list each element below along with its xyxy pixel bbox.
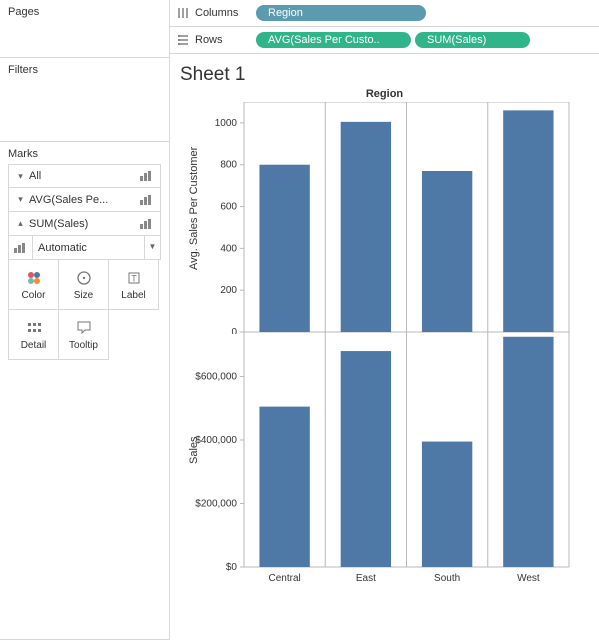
svg-text:East: East: [356, 573, 376, 584]
mark-type-dropdown-icon[interactable]: ▼: [144, 236, 160, 259]
pages-shelf[interactable]: Pages: [0, 0, 169, 58]
bar-West[interactable]: [503, 337, 553, 567]
mark-btn-label: Label: [121, 290, 145, 301]
filters-shelf[interactable]: Filters: [0, 58, 169, 142]
mark-type-label: Automatic: [33, 242, 144, 254]
svg-text:West: West: [517, 573, 540, 584]
marks-row-2[interactable]: ▴SUM(Sales): [8, 212, 161, 236]
bar-chart-icon: [140, 171, 154, 181]
chevron-down-icon: ▾: [15, 171, 26, 182]
marks-card: Marks ▾All▾AVG(Sales Pe...▴SUM(Sales) Au…: [0, 142, 169, 640]
size-icon: [75, 269, 93, 287]
mark-type-icon: [9, 236, 33, 259]
svg-text:400: 400: [220, 243, 237, 254]
columns-icon: [176, 6, 190, 20]
color-icon: [25, 269, 43, 287]
mark-btn-label: Color: [22, 290, 46, 301]
bar-Central[interactable]: [259, 407, 309, 567]
mark-btn-label: Tooltip: [69, 340, 98, 351]
marks-title: Marks: [8, 148, 161, 160]
label-icon: T: [125, 269, 143, 287]
mark-label-button[interactable]: T Label: [109, 260, 159, 310]
pages-title: Pages: [8, 6, 161, 18]
mark-size-button[interactable]: Size: [59, 260, 109, 310]
rows-pill-1[interactable]: SUM(Sales): [415, 32, 530, 48]
bar-Central[interactable]: [259, 165, 309, 332]
tooltip-icon: [75, 319, 93, 337]
svg-text:$400,000: $400,000: [195, 435, 237, 446]
marks-row-label: AVG(Sales Pe...: [26, 194, 140, 206]
detail-icon: [25, 319, 43, 337]
svg-text:600: 600: [220, 202, 237, 213]
chevron-up-icon: ▴: [15, 218, 26, 229]
rows-label: Rows: [195, 34, 223, 46]
svg-text:800: 800: [220, 160, 237, 171]
sheet-title[interactable]: Sheet 1: [180, 64, 593, 86]
marks-row-label: SUM(Sales): [26, 218, 140, 230]
mark-type-select[interactable]: Automatic ▼: [8, 236, 161, 260]
chart-viewport[interactable]: RegionAvg. Sales Per CustomerSales020040…: [176, 88, 593, 636]
svg-text:Central: Central: [269, 573, 301, 584]
bar-chart-icon: [140, 195, 154, 205]
worksheet-area: Columns Region Rows AVG(Sales Per Custo.…: [170, 0, 599, 640]
mark-btn-label: Size: [74, 290, 93, 301]
columns-shelf[interactable]: Columns Region: [170, 0, 599, 27]
rows-pill-0[interactable]: AVG(Sales Per Custo..: [256, 32, 411, 48]
bar-chart-icon: [140, 219, 154, 229]
marks-row-1[interactable]: ▾AVG(Sales Pe...: [8, 188, 161, 212]
svg-text:T: T: [131, 273, 137, 283]
svg-text:1000: 1000: [215, 118, 238, 129]
rows-shelf[interactable]: Rows AVG(Sales Per Custo..SUM(Sales): [170, 27, 599, 54]
mark-detail-button[interactable]: Detail: [9, 310, 59, 360]
svg-text:$600,000: $600,000: [195, 371, 237, 382]
mark-color-button[interactable]: Color: [9, 260, 59, 310]
svg-text:200: 200: [220, 285, 237, 296]
marks-row-label: All: [26, 170, 140, 182]
bar-South[interactable]: [422, 442, 472, 567]
bar-East[interactable]: [341, 351, 391, 567]
chevron-down-icon: ▾: [15, 194, 26, 205]
marks-row-0[interactable]: ▾All: [8, 164, 161, 188]
bar-East[interactable]: [341, 122, 391, 332]
columns-pill-0[interactable]: Region: [256, 5, 426, 21]
bar-South[interactable]: [422, 171, 472, 332]
svg-text:$0: $0: [226, 562, 238, 573]
chart-header-label: Region: [176, 88, 593, 100]
bar-West[interactable]: [503, 110, 553, 332]
mark-tooltip-button[interactable]: Tooltip: [59, 310, 109, 360]
rows-icon: [176, 33, 190, 47]
svg-text:$200,000: $200,000: [195, 498, 237, 509]
columns-label: Columns: [195, 7, 238, 19]
svg-text:South: South: [434, 573, 460, 584]
filters-title: Filters: [8, 64, 161, 76]
mark-btn-label: Detail: [21, 340, 47, 351]
side-panels: Pages Filters Marks ▾All▾AVG(Sales Pe...…: [0, 0, 170, 640]
